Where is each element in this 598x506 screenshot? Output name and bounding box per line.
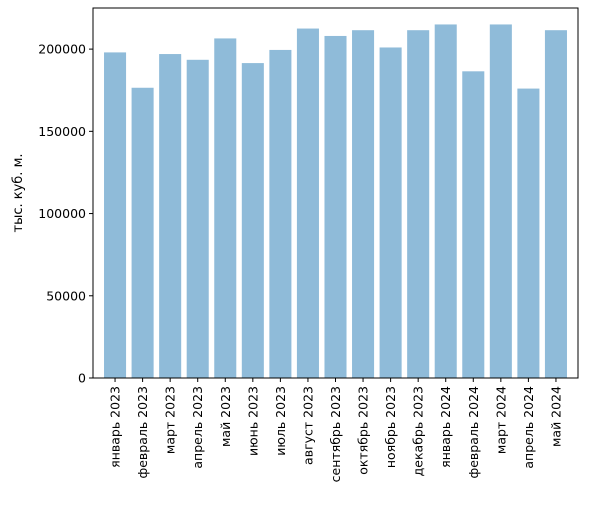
x-axis: январь 2023 февраль 2023 март 2023 апрель 2… (108, 378, 563, 482)
y-axis-label: тыс. куб. м. (11, 153, 26, 232)
bar-11 (379, 47, 402, 378)
x-tick-label-12: январь 2024 (438, 386, 453, 468)
x-tick-label-16: май 2024 (548, 386, 563, 447)
y-tick-label-1: 50000 (46, 288, 86, 303)
bar-2 (131, 87, 154, 378)
y-tick-label-3: 150000 (38, 124, 86, 139)
x-tick-label-3: апрель 2023 (190, 386, 205, 469)
bar-1 (104, 52, 127, 379)
bar-5 (214, 38, 237, 379)
x-tick-label-2: март 2023 (163, 386, 178, 454)
bar-7 (269, 49, 292, 378)
bar-16 (517, 88, 540, 379)
x-tick-label-8: сентябрь 2023 (328, 386, 343, 482)
y-tick-label-2: 100000 (38, 206, 86, 221)
bar-13 (434, 24, 457, 378)
y-tick-label-0: 0 (78, 371, 86, 386)
x-tick-label-9: октябрь 2023 (356, 386, 371, 475)
x-tick-label-14: март 2024 (493, 386, 508, 454)
bar-17 (544, 30, 567, 378)
bar-14 (462, 71, 485, 379)
bar-15 (489, 24, 512, 378)
bars-group (104, 24, 567, 379)
x-tick-label-6: июль 2023 (273, 386, 288, 456)
x-tick-label-7: август 2023 (300, 386, 315, 465)
x-tick-label-13: февраль 2024 (466, 386, 481, 479)
x-tick-label-0: январь 2023 (108, 386, 123, 468)
x-tick-label-11: декабрь 2023 (411, 386, 426, 476)
y-tick-label-4: 200000 (38, 42, 86, 57)
bar-3 (159, 54, 182, 379)
x-tick-label-1: февраль 2023 (135, 386, 150, 478)
y-axis: 0 50000 100000 150000 200000 (38, 42, 93, 386)
bar-9 (324, 35, 347, 378)
plot-frame (92, 7, 579, 379)
x-tick-label-5: июнь 2023 (245, 386, 260, 456)
bar-6 (241, 63, 264, 378)
x-tick-label-15: апрель 2024 (521, 386, 536, 469)
x-tick-label-10: ноябрь 2023 (383, 386, 398, 468)
bar-10 (352, 30, 375, 378)
bar-4 (186, 59, 209, 379)
x-tick-label-4: май 2023 (218, 386, 233, 447)
bar-12 (407, 30, 430, 378)
bar-8 (296, 28, 319, 379)
